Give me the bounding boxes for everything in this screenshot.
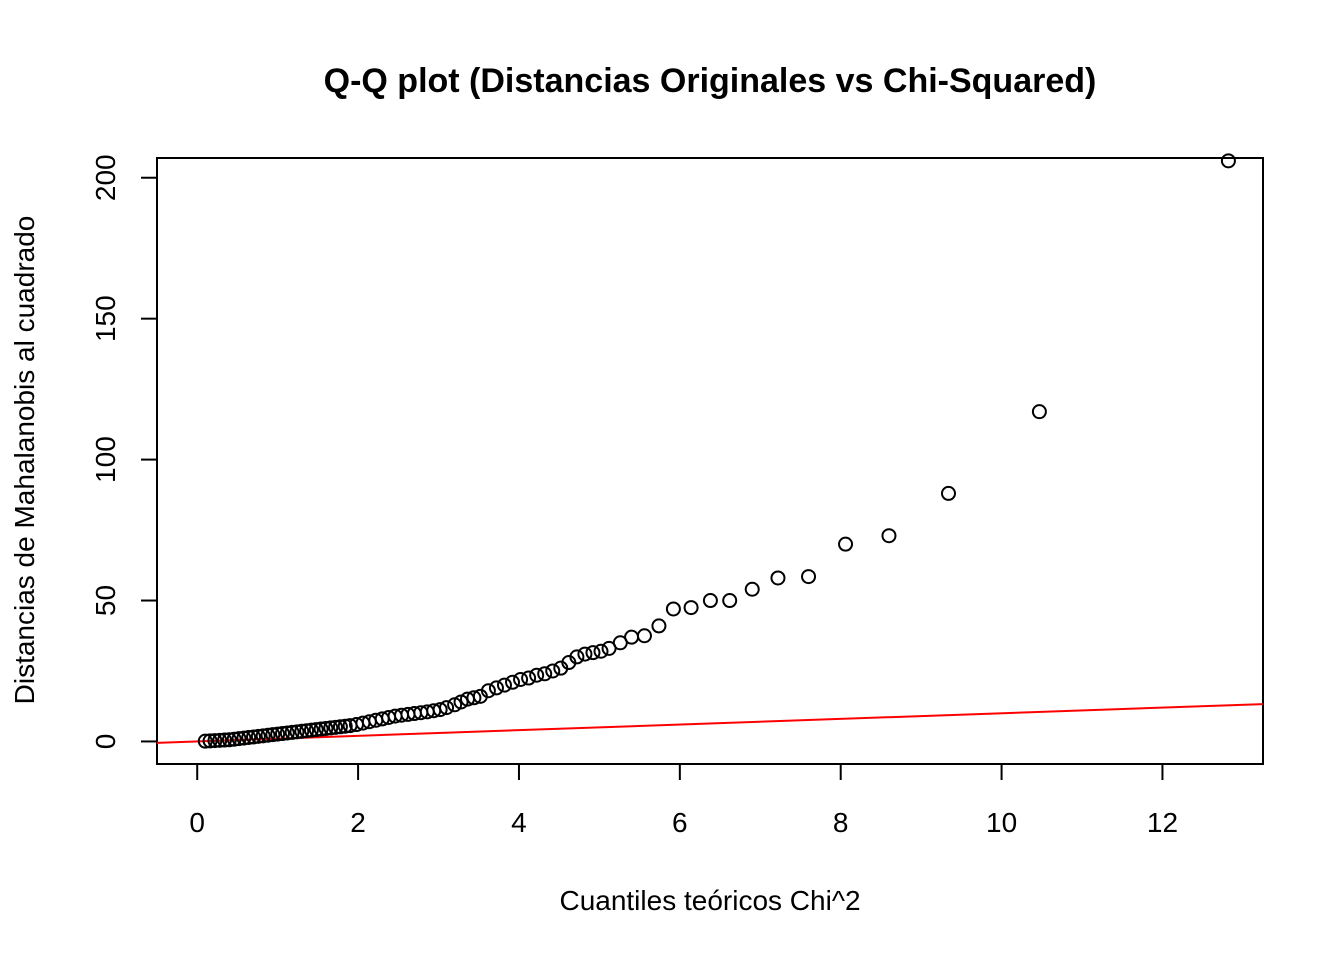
data-point (226, 731, 242, 747)
data-point (207, 733, 223, 749)
x-axis-label: Cuantiles teóricos Chi^2 (559, 885, 860, 916)
data-point (801, 569, 817, 585)
data-point (722, 593, 738, 609)
y-axis-label: Distancias de Mahalanobis al cuadrado (9, 216, 40, 705)
data-point (265, 727, 281, 743)
data-point (432, 702, 448, 718)
data-point (480, 683, 496, 699)
data-point (702, 593, 718, 609)
data-point (496, 677, 512, 693)
data-point (569, 649, 585, 665)
data-point (217, 732, 233, 748)
x-tick-label: 12 (1147, 807, 1178, 838)
y-tick-label: 200 (90, 154, 121, 201)
data-point (284, 724, 300, 740)
data-point (236, 730, 252, 746)
data-point (529, 667, 545, 683)
data-point (488, 680, 504, 696)
data-point (466, 690, 482, 706)
y-tick-label: 50 (90, 585, 121, 616)
data-point (246, 729, 262, 745)
data-point (231, 731, 247, 747)
data-point (255, 728, 271, 744)
data-point (197, 733, 213, 749)
data-point (665, 601, 681, 617)
data-point (521, 670, 537, 686)
data-point (593, 643, 609, 659)
data-point (624, 629, 640, 645)
y-tick-label: 100 (90, 436, 121, 483)
data-point (940, 485, 956, 501)
data-points-layer (197, 153, 1236, 749)
data-point (260, 727, 276, 743)
data-point (881, 528, 897, 544)
data-point (651, 618, 667, 634)
data-point (313, 721, 329, 737)
chart-title: Q-Q plot (Distancias Originales vs Chi-S… (324, 62, 1097, 100)
data-point (513, 671, 529, 687)
data-point (585, 645, 601, 661)
data-point (545, 663, 561, 679)
data-point (439, 700, 455, 716)
data-point (636, 628, 652, 644)
x-tick-label: 2 (350, 807, 366, 838)
x-axis: 0 2 4 6 8 10 12 (189, 763, 1178, 838)
y-axis: 0 50 100 150 200 (90, 154, 158, 750)
data-point (299, 723, 315, 739)
data-point (274, 726, 290, 742)
data-point (744, 581, 760, 597)
y-tick-label: 0 (90, 734, 121, 750)
data-point (212, 732, 228, 748)
x-tick-label: 10 (986, 807, 1017, 838)
data-point (221, 732, 237, 748)
data-point (241, 730, 257, 746)
data-point (328, 719, 344, 735)
data-point (289, 724, 305, 740)
x-tick-label: 6 (672, 807, 688, 838)
data-point (683, 600, 699, 616)
data-point (303, 722, 319, 738)
data-point (308, 722, 324, 738)
data-point (318, 720, 334, 736)
data-point (332, 719, 348, 735)
x-tick-label: 8 (833, 807, 849, 838)
data-point (270, 726, 286, 742)
data-point (250, 728, 266, 744)
data-point (577, 646, 593, 662)
data-point (1031, 404, 1047, 420)
data-point (838, 536, 854, 552)
data-point (202, 733, 218, 749)
data-point (279, 725, 295, 741)
data-point (323, 720, 339, 736)
data-point (1220, 153, 1236, 169)
reference-line-layer (156, 703, 1264, 744)
y-tick-label: 150 (90, 295, 121, 342)
data-point (294, 723, 310, 739)
data-point (770, 570, 786, 586)
reference-line (156, 703, 1264, 744)
data-point (505, 674, 521, 690)
plot-area-frame (156, 157, 1264, 765)
x-tick-label: 0 (189, 807, 205, 838)
data-point (537, 666, 553, 682)
data-point (337, 718, 353, 734)
x-tick-label: 4 (511, 807, 527, 838)
